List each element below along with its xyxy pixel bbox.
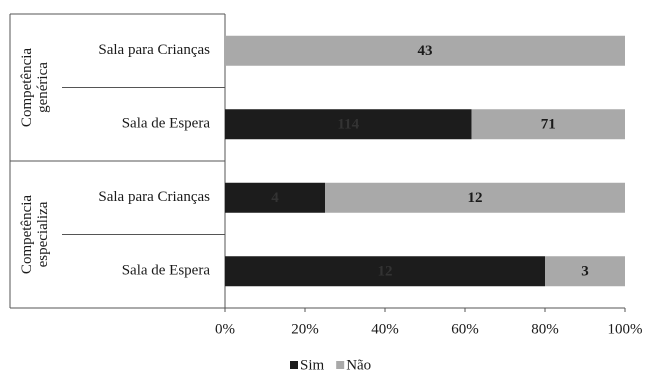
x-tick-label: 80%	[531, 321, 559, 337]
legend-swatch	[336, 361, 345, 369]
legend-label: Não	[346, 357, 371, 373]
x-tick-label: 100%	[608, 321, 643, 337]
bar-segment	[225, 35, 625, 66]
data-label: 12	[378, 264, 393, 280]
group-label-line: especializa	[35, 201, 51, 267]
group-label: Competênciaespecializa	[19, 195, 51, 274]
bar-segment	[325, 182, 625, 213]
y-tick-label: Sala para Crianças	[98, 42, 210, 58]
data-label: 43	[418, 43, 433, 59]
x-tick-label: 20%	[291, 321, 319, 337]
data-label: 3	[581, 264, 589, 280]
data-label: 71	[541, 117, 556, 133]
data-label: 114	[337, 117, 359, 133]
bar-segment	[545, 256, 625, 287]
bar-segment	[225, 182, 325, 213]
legend-label: Sim	[300, 357, 325, 373]
bar-segment	[471, 109, 625, 140]
group-label: Competênciagenérica	[19, 48, 51, 127]
x-tick-label: 60%	[451, 321, 479, 337]
bar-segment	[225, 109, 472, 140]
y-tick-label: Sala de Espera	[122, 116, 211, 132]
x-tick-label: 0%	[215, 321, 235, 337]
x-tick-label: 40%	[371, 321, 399, 337]
group-label-line: Competência	[19, 195, 35, 274]
y-tick-label: Sala para Crianças	[98, 189, 210, 205]
group-label-line: Competência	[19, 48, 35, 127]
group-label-line: genérica	[35, 62, 51, 113]
legend-swatch	[290, 361, 298, 369]
data-label: 12	[468, 190, 483, 206]
data-label: 4	[271, 190, 279, 206]
y-tick-label: Sala de Espera	[122, 263, 211, 279]
bar-segment	[225, 256, 545, 287]
